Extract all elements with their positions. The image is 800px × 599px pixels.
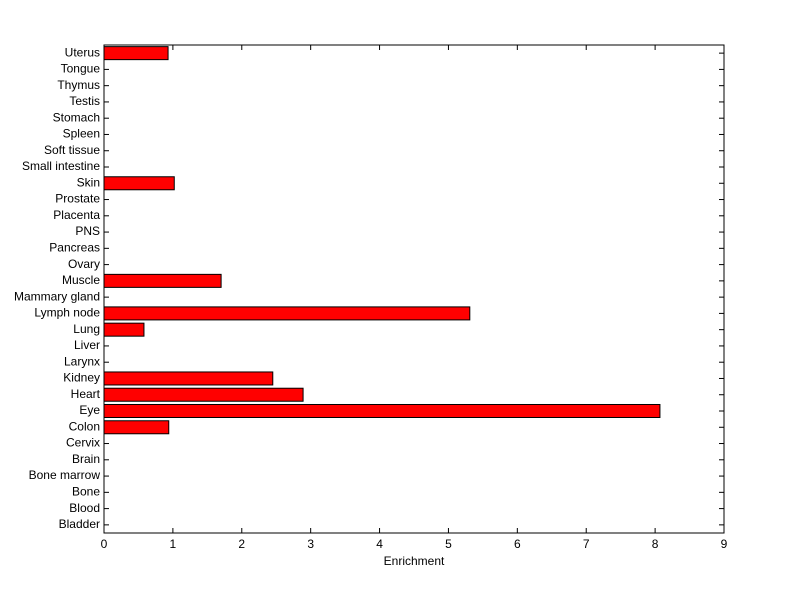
bar xyxy=(103,322,145,337)
x-tick-label: 5 xyxy=(445,537,452,551)
y-tick-label: Testis xyxy=(69,94,100,108)
y-tick-label: Skin xyxy=(77,175,100,189)
y-tick-label: Blood xyxy=(69,501,100,515)
bar xyxy=(103,403,661,419)
y-tick-label: Colon xyxy=(69,419,100,433)
bar xyxy=(103,371,274,386)
y-tick-label: Bone xyxy=(72,485,100,499)
y-tick-label: Bone marrow xyxy=(29,468,101,482)
y-tick-label: Heart xyxy=(71,387,101,401)
bar xyxy=(103,273,222,288)
y-tick-label: Lung xyxy=(73,322,100,336)
y-tick-label: Cervix xyxy=(66,436,100,450)
y-tick-label: Lymph node xyxy=(34,306,100,320)
bar xyxy=(103,46,169,61)
bar xyxy=(103,387,304,402)
y-tick-label: Bladder xyxy=(59,517,100,531)
y-tick-label: Pancreas xyxy=(49,241,100,255)
y-tick-label: Eye xyxy=(79,403,100,417)
y-tick-label: Spleen xyxy=(63,127,100,141)
y-tick-label: PNS xyxy=(75,224,100,238)
y-tick-label: Brain xyxy=(72,452,100,466)
x-axis-label: Enrichment xyxy=(384,554,445,568)
y-tick-label: Mammary gland xyxy=(14,289,100,303)
y-tick-label: Uterus xyxy=(65,45,100,59)
x-tick-label: 2 xyxy=(238,537,245,551)
y-tick-label: Prostate xyxy=(55,192,100,206)
y-tick-label: Muscle xyxy=(62,273,100,287)
y-tick-label: Tongue xyxy=(61,62,101,76)
y-tick-label: Thymus xyxy=(57,78,100,92)
bar xyxy=(103,176,175,191)
bar xyxy=(103,420,170,435)
x-tick-label: 1 xyxy=(170,537,177,551)
y-tick-label: Placenta xyxy=(53,208,100,222)
y-tick-label: Small intestine xyxy=(22,159,100,173)
y-tick-label: Soft tissue xyxy=(44,143,100,157)
x-tick-label: 8 xyxy=(652,537,659,551)
x-tick-label: 0 xyxy=(101,537,108,551)
y-tick-label: Stomach xyxy=(53,110,100,124)
x-tick-label: 7 xyxy=(583,537,590,551)
x-tick-label: 3 xyxy=(307,537,314,551)
bar xyxy=(103,306,471,321)
y-tick-label: Kidney xyxy=(63,371,100,385)
x-tick-label: 4 xyxy=(376,537,383,551)
y-tick-label: Larynx xyxy=(64,354,100,368)
y-tick-label: Ovary xyxy=(68,257,100,271)
y-tick-label: Liver xyxy=(74,338,100,352)
plot-frame xyxy=(103,44,725,534)
x-tick-label: 6 xyxy=(514,537,521,551)
x-tick-label: 9 xyxy=(721,537,728,551)
